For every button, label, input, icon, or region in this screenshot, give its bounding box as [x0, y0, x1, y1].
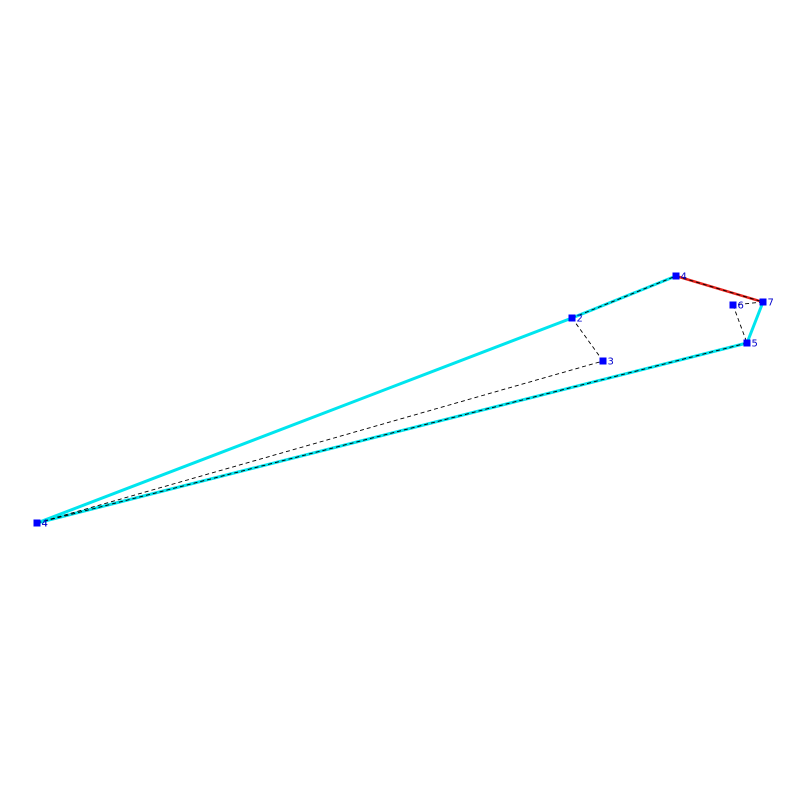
hull-edge-p4c-p2 — [35, 316, 574, 525]
point-label-p2: 2 — [577, 314, 583, 325]
point-marker-p5 — [743, 339, 751, 347]
path-segment-p2-p4b — [571, 275, 677, 319]
hull-edges — [35, 274, 765, 525]
point-marker-p7 — [759, 298, 767, 306]
point-marker-p4b — [672, 272, 680, 280]
point-marker-p4c — [33, 519, 41, 527]
dashed-path — [36, 275, 764, 524]
point-marker-p6 — [729, 301, 737, 309]
point-label-p7: 7 — [768, 298, 774, 309]
point-label-p4a: 4 — [42, 519, 48, 530]
path-segment-p7-p6 — [732, 301, 764, 306]
path-segment-p3-p2 — [571, 317, 604, 362]
path-segment-p5-p4c — [36, 342, 748, 524]
hull-edge-p7-p5 — [745, 300, 765, 345]
point-markers — [33, 272, 767, 527]
point-label-p4c: 4 — [42, 519, 48, 530]
point-label-p4b: 4 — [681, 272, 687, 283]
point-marker-p2 — [568, 314, 576, 322]
point-label-p6: 6 — [738, 301, 744, 312]
path-segment-p4c-p3 — [36, 360, 604, 524]
point-label-p3: 3 — [608, 357, 614, 368]
point-label-p5: 5 — [752, 339, 758, 350]
path-segment-p4b-p7 — [675, 275, 764, 303]
point-marker-p3 — [599, 357, 607, 365]
